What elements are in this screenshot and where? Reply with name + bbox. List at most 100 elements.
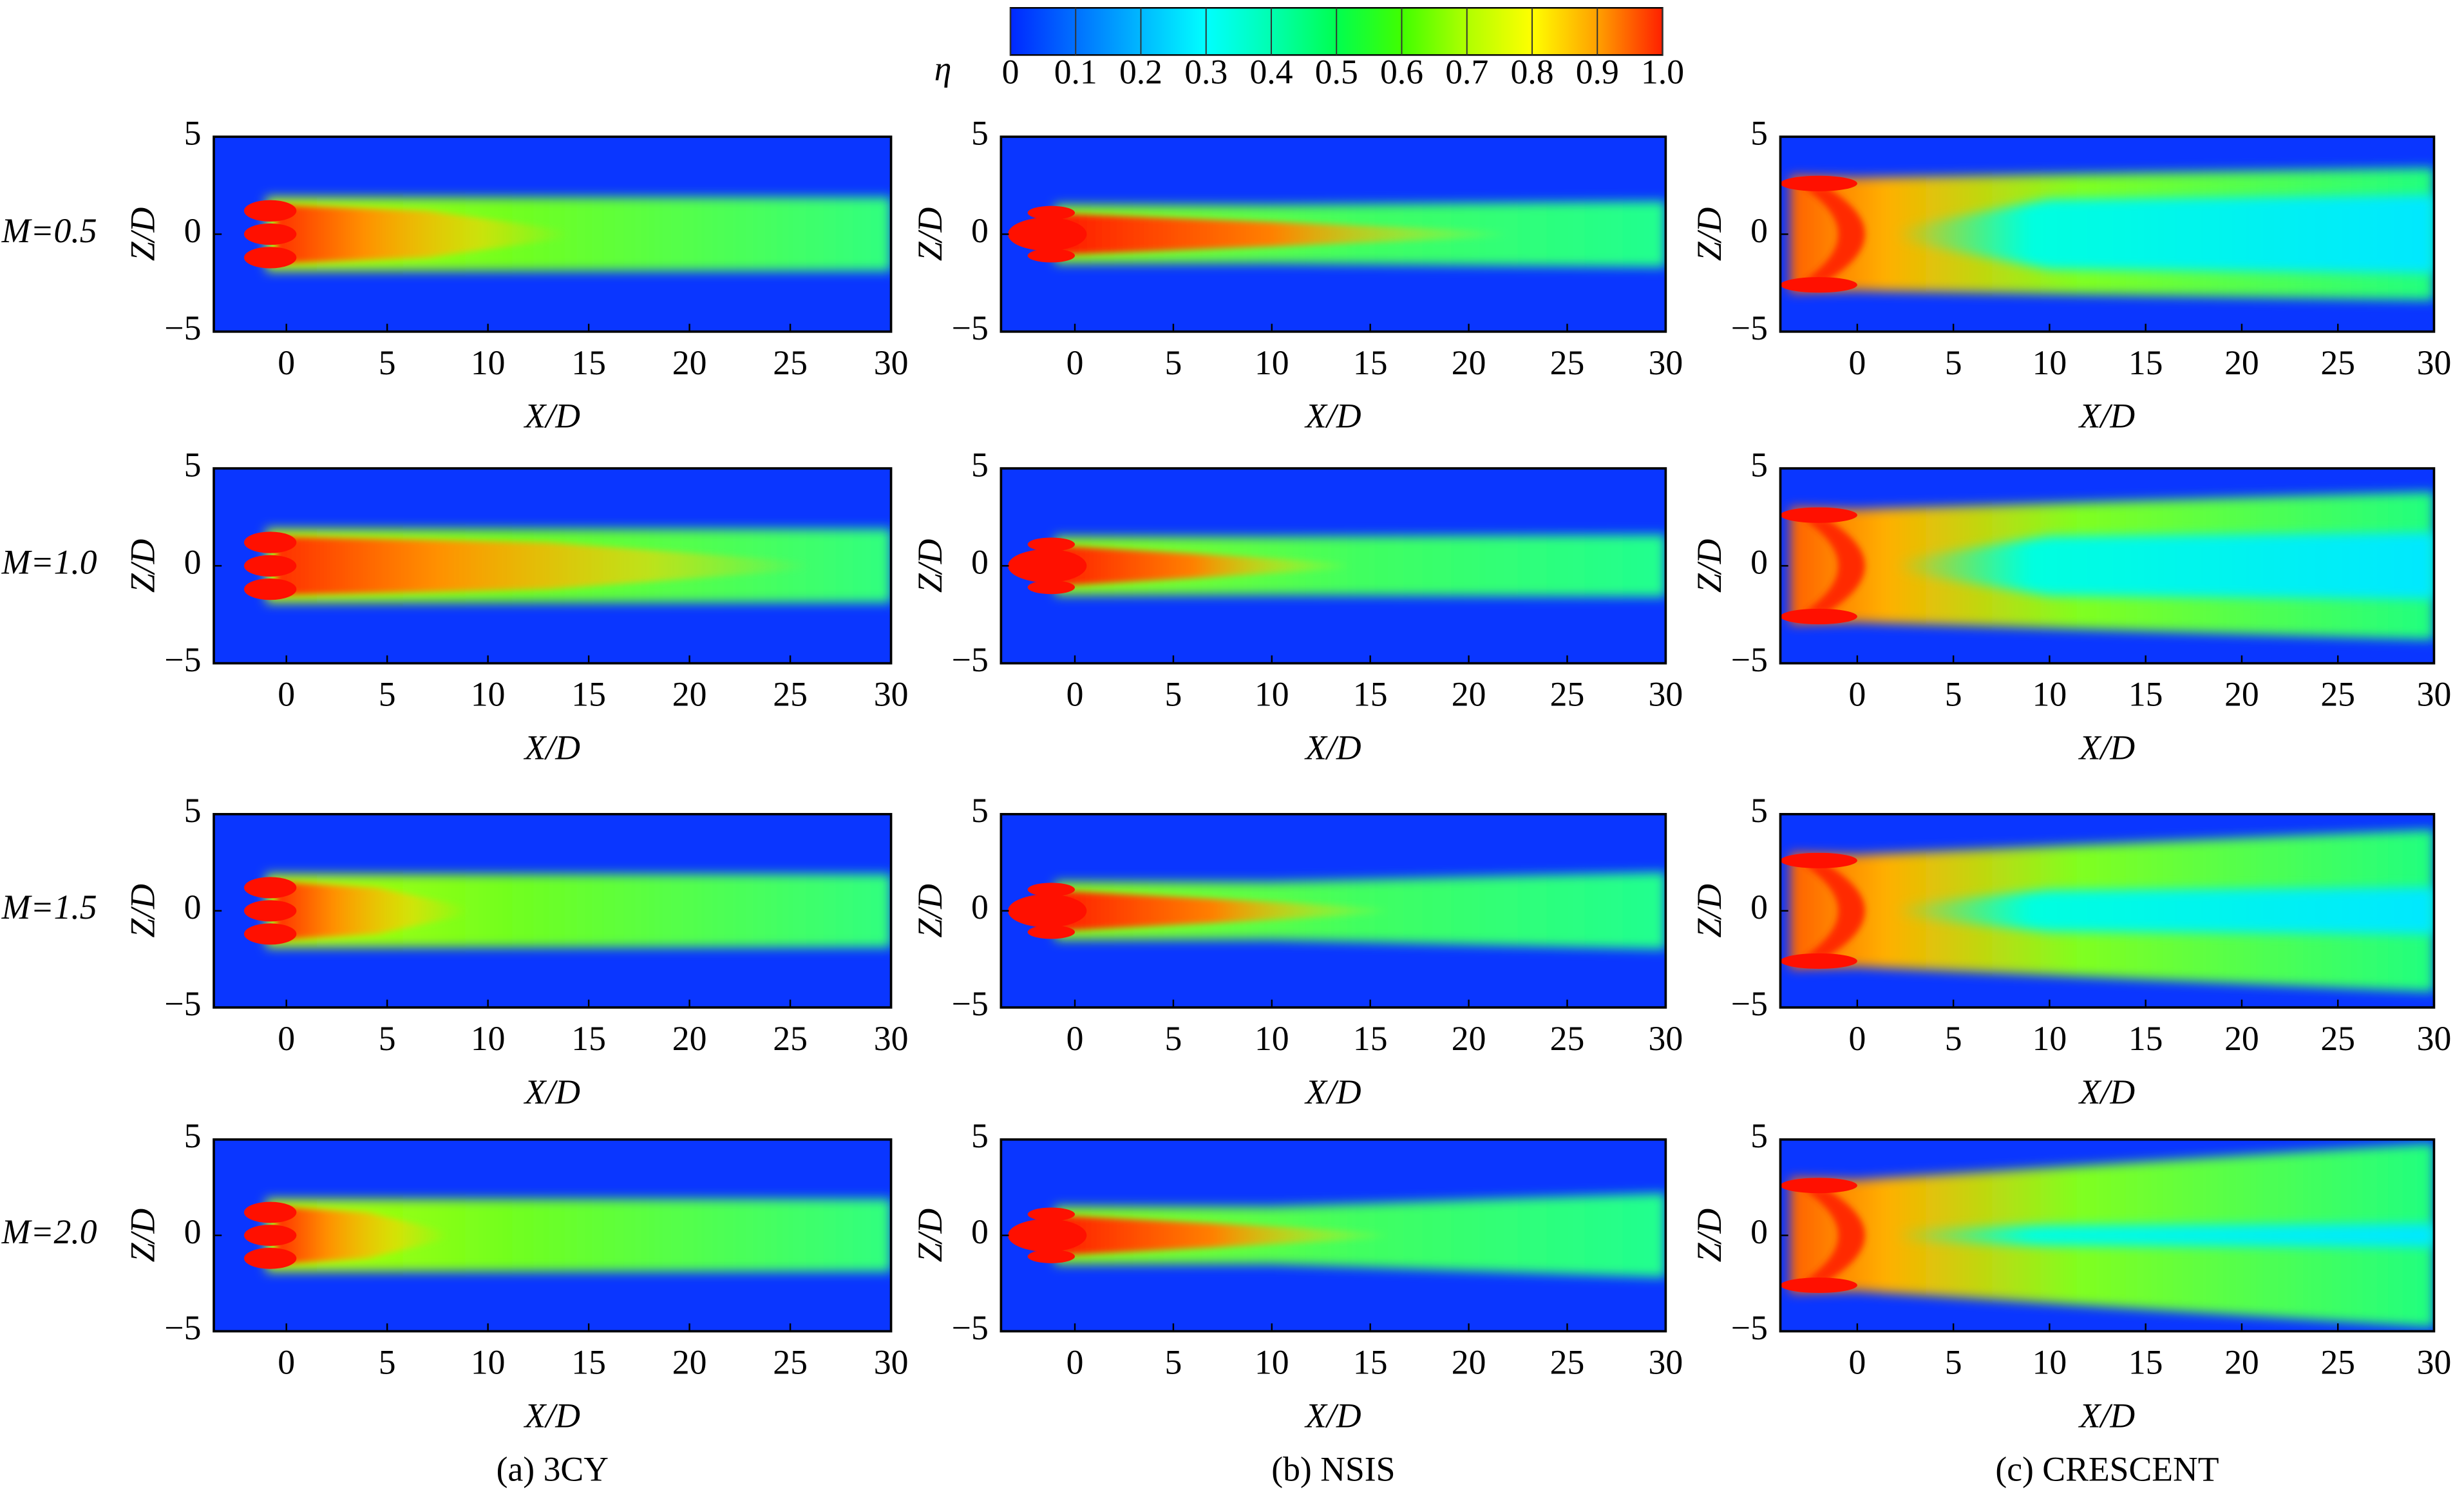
wake bbox=[266, 1199, 891, 1272]
x-tick-label: 20 bbox=[1452, 675, 1486, 714]
hole bbox=[1008, 549, 1087, 583]
colorbar-label: η bbox=[934, 50, 952, 88]
y-tick-label: 5 bbox=[184, 1116, 202, 1155]
wake-core bbox=[1895, 195, 2434, 274]
wake-core bbox=[1895, 532, 2434, 599]
hole bbox=[243, 1201, 297, 1223]
x-tick-label: 25 bbox=[1550, 675, 1585, 714]
y-tick-label: −5 bbox=[1731, 309, 1768, 347]
x-tick-label: 10 bbox=[2033, 343, 2067, 382]
y-tick-label: −5 bbox=[952, 984, 989, 1023]
y-axis-label: Z/D bbox=[123, 207, 162, 261]
x-tick-label: 30 bbox=[1649, 1343, 1683, 1381]
hole bbox=[243, 923, 297, 945]
core bbox=[1035, 889, 1390, 932]
x-tick-label: 5 bbox=[1945, 1019, 1962, 1058]
x-tick-label: 10 bbox=[2033, 675, 2067, 714]
wake-core bbox=[1895, 1223, 2434, 1247]
x-tick-label: 25 bbox=[1550, 343, 1585, 382]
x-axis-label: X/D bbox=[2078, 1396, 2135, 1435]
y-tick-label: −5 bbox=[1731, 640, 1768, 679]
x-tick-label: 20 bbox=[672, 675, 707, 714]
y-tick-label: −5 bbox=[952, 1308, 989, 1347]
core bbox=[1035, 544, 1351, 588]
x-tick-label: 20 bbox=[672, 1019, 707, 1058]
x-tick-label: 5 bbox=[1165, 1343, 1182, 1381]
x-tick-label: 10 bbox=[2033, 1343, 2067, 1381]
y-tick-label: 5 bbox=[971, 445, 989, 484]
y-tick-label: 0 bbox=[971, 211, 989, 250]
x-tick-label: 30 bbox=[874, 343, 909, 382]
x-tick-label: 15 bbox=[571, 343, 606, 382]
x-tick-label: 10 bbox=[1255, 1343, 1289, 1381]
column-caption: (c) CRESCENT bbox=[1995, 1449, 2219, 1488]
wake-core bbox=[1895, 887, 2434, 934]
y-axis-label: Z/D bbox=[1690, 1209, 1729, 1263]
x-tick-label: 0 bbox=[1066, 675, 1084, 714]
contour-plot bbox=[1780, 1139, 2434, 1332]
y-axis-label: Z/D bbox=[123, 1209, 162, 1263]
hole bbox=[243, 1248, 297, 1269]
y-axis-label: Z/D bbox=[911, 207, 949, 261]
row-label: M=0.5 bbox=[1, 211, 97, 250]
hole bbox=[1780, 277, 1857, 293]
x-axis-label: X/D bbox=[2078, 397, 2135, 435]
x-tick-label: 15 bbox=[1353, 1343, 1388, 1381]
colorbar-tick-label: 0.3 bbox=[1184, 52, 1227, 91]
x-tick-label: 0 bbox=[278, 1343, 295, 1381]
x-axis-label: X/D bbox=[2078, 729, 2135, 767]
x-tick-label: 0 bbox=[278, 343, 295, 382]
y-tick-label: 5 bbox=[971, 1116, 989, 1155]
crescent bbox=[1803, 1189, 1865, 1282]
y-axis-label: Z/D bbox=[1690, 884, 1729, 938]
colorbar-tick-label: 0.7 bbox=[1445, 52, 1488, 91]
hole bbox=[1027, 249, 1076, 263]
x-tick-label: 25 bbox=[773, 343, 808, 382]
x-tick-label: 10 bbox=[1255, 675, 1289, 714]
y-tick-label: −5 bbox=[164, 984, 201, 1023]
x-tick-label: 15 bbox=[2128, 675, 2163, 714]
x-tick-label: 15 bbox=[1353, 1019, 1388, 1058]
contour-plot bbox=[214, 137, 891, 332]
y-tick-label: 0 bbox=[1750, 543, 1768, 582]
y-tick-label: 5 bbox=[1750, 114, 1768, 153]
y-tick-label: 0 bbox=[971, 543, 989, 582]
y-axis-label: Z/D bbox=[911, 884, 949, 938]
x-tick-label: 30 bbox=[2417, 675, 2452, 714]
x-tick-label: 30 bbox=[1649, 1019, 1683, 1058]
contour-plot bbox=[1780, 137, 2434, 332]
hole bbox=[1780, 852, 1857, 868]
wake bbox=[266, 874, 891, 948]
x-tick-label: 0 bbox=[1848, 675, 1866, 714]
core bbox=[276, 205, 569, 263]
core bbox=[1035, 213, 1508, 256]
x-tick-label: 5 bbox=[1165, 343, 1182, 382]
x-axis-label: X/D bbox=[524, 397, 580, 435]
y-tick-label: 5 bbox=[184, 114, 202, 153]
x-tick-label: 5 bbox=[1165, 675, 1182, 714]
y-tick-label: 0 bbox=[184, 543, 202, 582]
x-axis-label: X/D bbox=[1304, 1073, 1361, 1111]
y-tick-label: −5 bbox=[1731, 984, 1768, 1023]
y-tick-label: 5 bbox=[971, 114, 989, 153]
x-tick-label: 15 bbox=[571, 1019, 606, 1058]
x-tick-label: 25 bbox=[773, 1019, 808, 1058]
x-tick-label: 30 bbox=[874, 1343, 909, 1381]
x-tick-label: 5 bbox=[379, 1343, 396, 1381]
y-tick-label: 5 bbox=[184, 791, 202, 830]
contour-plot bbox=[1001, 814, 1666, 1008]
hole bbox=[1008, 894, 1087, 928]
contour-plot bbox=[1001, 1139, 1666, 1332]
hole bbox=[1027, 206, 1076, 220]
x-axis-label: X/D bbox=[1304, 397, 1361, 435]
x-tick-label: 30 bbox=[2417, 343, 2452, 382]
hole bbox=[243, 247, 297, 269]
crescent bbox=[1803, 187, 1865, 282]
x-tick-label: 10 bbox=[2033, 1019, 2067, 1058]
x-tick-label: 25 bbox=[773, 1343, 808, 1381]
x-tick-label: 5 bbox=[379, 1019, 396, 1058]
x-tick-label: 0 bbox=[1848, 1019, 1866, 1058]
x-tick-label: 15 bbox=[2128, 343, 2163, 382]
x-tick-label: 15 bbox=[571, 1343, 606, 1381]
